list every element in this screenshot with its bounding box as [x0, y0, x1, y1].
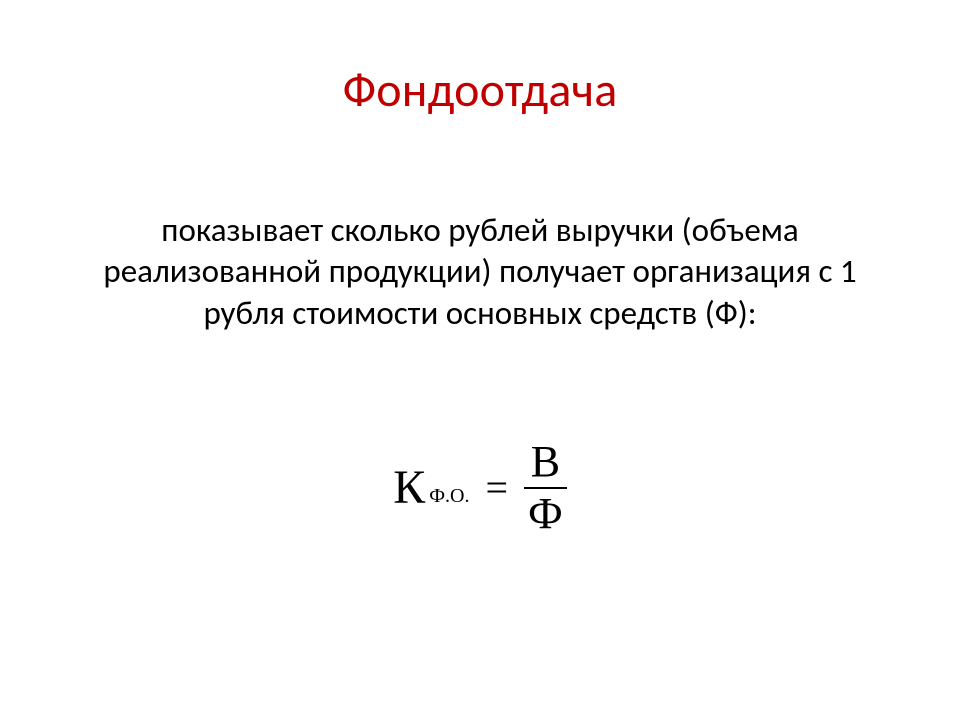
slide: Фондоотдача показывает сколько рублей вы…	[0, 0, 960, 720]
formula-lhs: К Ф.О.	[393, 464, 469, 512]
formula-block: К Ф.О. = В Ф	[0, 440, 960, 536]
formula-lhs-symbol: К	[393, 464, 425, 512]
slide-body-text: показывает сколько рублей выручки (объем…	[70, 210, 890, 334]
formula-denominator: Ф	[524, 492, 567, 536]
formula-numerator: В	[527, 440, 564, 484]
formula-lhs-subscript: Ф.О.	[429, 486, 469, 512]
formula-fraction: В Ф	[524, 440, 567, 536]
slide-title: Фондоотдача	[0, 60, 960, 119]
formula-equals: =	[485, 468, 508, 508]
formula-inner: К Ф.О. = В Ф	[393, 440, 567, 536]
